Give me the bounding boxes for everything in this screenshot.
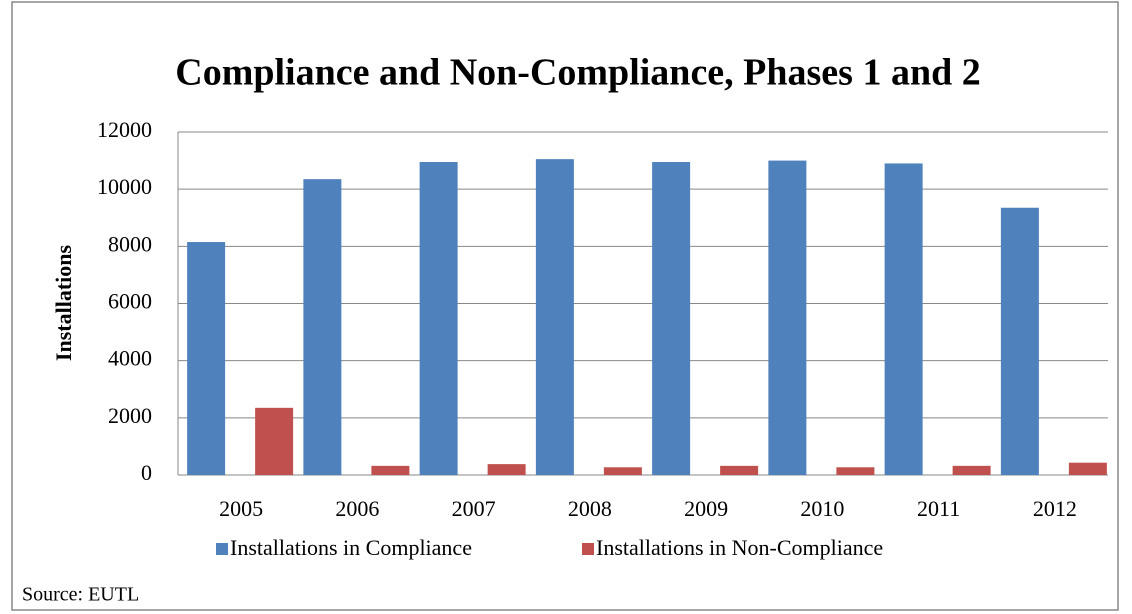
bar <box>836 467 875 475</box>
x-tick-label: 2007 <box>452 496 496 521</box>
x-tick-label: 2012 <box>1033 496 1077 521</box>
bar <box>1000 207 1039 475</box>
bar <box>303 179 342 475</box>
y-tick-label: 2000 <box>108 403 152 428</box>
bar <box>952 465 991 475</box>
bar <box>1068 462 1107 475</box>
x-tick-label: 2009 <box>684 496 728 521</box>
x-tick-label: 2006 <box>335 496 379 521</box>
bar <box>720 465 759 475</box>
y-tick-label: 12000 <box>97 117 152 142</box>
x-tick-label: 2011 <box>917 496 960 521</box>
y-tick-label: 0 <box>141 460 152 485</box>
y-tick-label: 4000 <box>108 346 152 371</box>
bar <box>768 160 807 476</box>
bar <box>187 242 226 475</box>
x-tick-label: 2010 <box>800 496 844 521</box>
bar <box>419 162 458 475</box>
bar <box>652 162 691 475</box>
legend-label: Installations in Compliance <box>230 535 472 560</box>
y-tick-label: 6000 <box>108 289 152 314</box>
chart-title: Compliance and Non-Compliance, Phases 1 … <box>175 52 980 94</box>
bar <box>603 467 642 475</box>
x-tick-label: 2008 <box>568 496 612 521</box>
bar <box>371 465 410 475</box>
legend-swatch <box>216 543 228 555</box>
bar <box>535 159 574 475</box>
bar <box>884 163 923 476</box>
y-axis-label: Installations <box>51 244 76 361</box>
source-note: Source: EUTL <box>22 584 139 606</box>
bar <box>255 407 294 475</box>
bar <box>487 464 526 475</box>
legend-label: Installations in Non-Compliance <box>596 535 883 560</box>
y-tick-label: 8000 <box>108 231 152 256</box>
x-tick-label: 2005 <box>219 496 263 521</box>
legend-swatch <box>582 543 594 555</box>
y-tick-label: 10000 <box>97 174 152 199</box>
